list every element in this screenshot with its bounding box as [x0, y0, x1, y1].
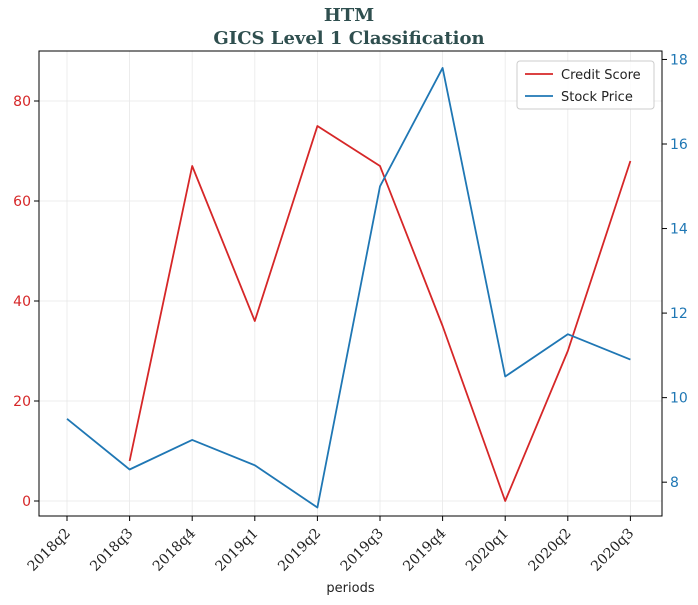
credit-score-line: [128, 125, 632, 502]
x-tick-label: 2020q3: [588, 526, 637, 575]
x-tick-label: 2019q2: [275, 526, 324, 575]
x-tick-label: 2018q2: [25, 526, 74, 575]
x-tick-label: 2018q3: [87, 526, 136, 575]
x-axis-label: periods: [326, 581, 374, 596]
stock-price-line: [66, 67, 631, 509]
chart-title: HTM: [323, 5, 375, 26]
legend-label: Credit Score: [561, 68, 641, 83]
x-tick-label: 2018q4: [150, 525, 199, 574]
legend-label: Stock Price: [561, 90, 633, 105]
right-tick-label: 8: [670, 475, 679, 491]
x-tick-label: 2020q2: [525, 526, 574, 575]
x-tick-label: 2019q3: [338, 526, 387, 575]
right-tick-label: 14: [670, 222, 688, 238]
legend-box: [516, 60, 655, 110]
right-tick-label: 10: [670, 391, 688, 407]
left-tick-label: 80: [13, 94, 31, 110]
left-tick-label: 60: [13, 194, 31, 210]
right-tick-label: 18: [670, 52, 688, 68]
x-tick-label: 2019q4: [400, 525, 449, 574]
left-tick-label: 20: [13, 394, 31, 410]
left-tick-label: 40: [13, 294, 31, 310]
right-tick-label: 16: [670, 137, 688, 153]
chart-subtitle: GICS Level 1 Classification: [213, 28, 485, 49]
right-tick-label: 12: [670, 306, 688, 322]
x-tick-label: 2020q1: [463, 526, 512, 575]
plot-frame: [38, 50, 663, 517]
left-tick-label: 0: [22, 494, 31, 510]
x-tick-label: 2019q1: [212, 526, 261, 575]
